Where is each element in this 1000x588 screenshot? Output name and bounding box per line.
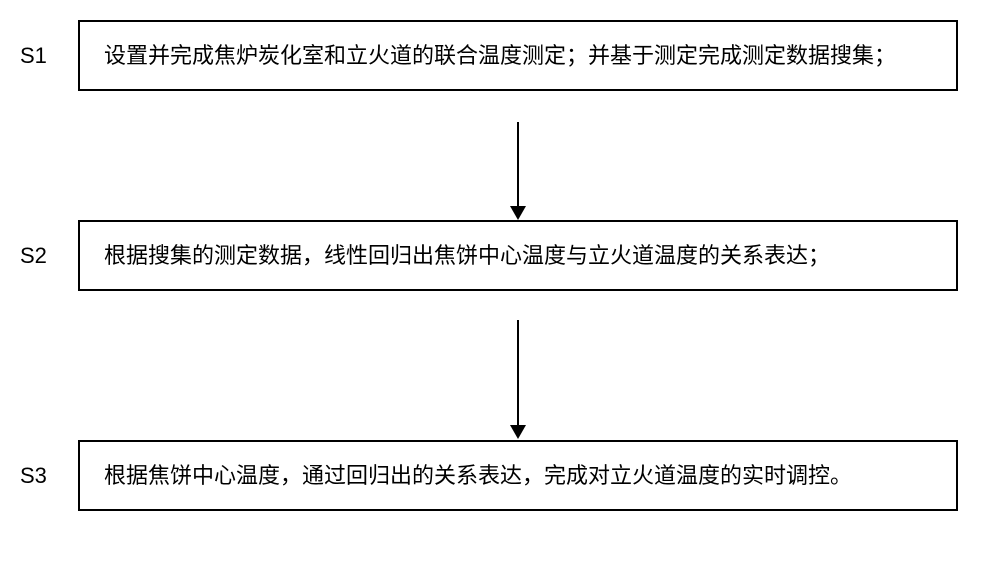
- step-s2-label: S2: [20, 243, 60, 269]
- step-s3-label: S3: [20, 463, 60, 489]
- arrow-head-1: [510, 206, 526, 220]
- step-s3-box: 根据焦饼中心温度，通过回归出的关系表达，完成对立火道温度的实时调控。: [78, 440, 958, 511]
- arrow-head-2: [510, 425, 526, 439]
- step-s3-row: S3 根据焦饼中心温度，通过回归出的关系表达，完成对立火道温度的实时调控。: [20, 440, 958, 511]
- arrow-s1-s2: [510, 122, 526, 220]
- step-s1-row: S1 设置并完成焦炉炭化室和立火道的联合温度测定；并基于测定完成测定数据搜集；: [20, 20, 958, 91]
- step-s2-text: 根据搜集的测定数据，线性回归出焦饼中心温度与立火道温度的关系表达；: [104, 243, 830, 268]
- arrow-line-1: [517, 122, 519, 206]
- arrow-line-2: [517, 320, 519, 425]
- step-s1-text: 设置并完成焦炉炭化室和立火道的联合温度测定；并基于测定完成测定数据搜集；: [104, 43, 896, 68]
- step-s2-row: S2 根据搜集的测定数据，线性回归出焦饼中心温度与立火道温度的关系表达；: [20, 220, 958, 291]
- step-s2-box: 根据搜集的测定数据，线性回归出焦饼中心温度与立火道温度的关系表达；: [78, 220, 958, 291]
- step-s3-text: 根据焦饼中心温度，通过回归出的关系表达，完成对立火道温度的实时调控。: [104, 463, 852, 488]
- arrow-s2-s3: [510, 320, 526, 439]
- step-s1-label: S1: [20, 43, 60, 69]
- step-s1-box: 设置并完成焦炉炭化室和立火道的联合温度测定；并基于测定完成测定数据搜集；: [78, 20, 958, 91]
- flowchart-container: S1 设置并完成焦炉炭化室和立火道的联合温度测定；并基于测定完成测定数据搜集； …: [0, 0, 1000, 588]
